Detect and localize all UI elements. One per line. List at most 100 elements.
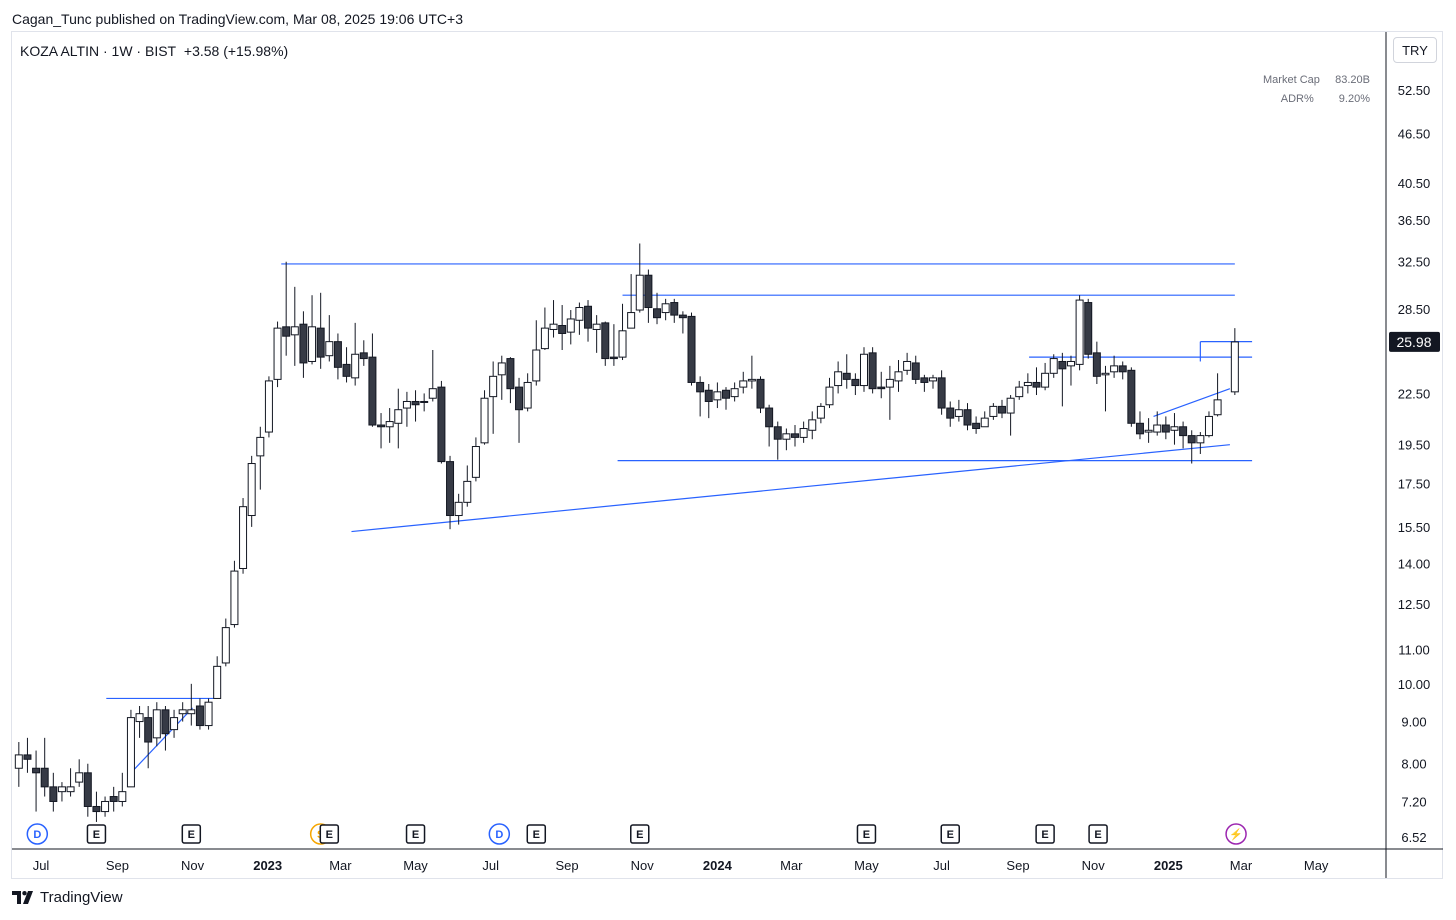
time-tick-label: Sep: [106, 858, 129, 873]
candle-body: [532, 349, 541, 382]
candle-down: [997, 399, 1006, 419]
candle-body: [411, 400, 420, 406]
candle-down: [161, 705, 170, 751]
candle-body: [877, 386, 886, 390]
price-tick-label: 14.00: [1398, 556, 1431, 571]
candle-body: [428, 388, 437, 399]
stats-panel: Market Cap 83.20B ADR% 9.20%: [1263, 71, 1370, 109]
candle-down: [1118, 361, 1127, 380]
candle-up: [213, 656, 222, 699]
last-price-label: 25.98: [1396, 334, 1431, 350]
candles-layer: [14, 243, 1239, 822]
candle-up: [1006, 395, 1015, 436]
event-box: [405, 824, 426, 844]
price-tick-label: 10.00: [1398, 677, 1431, 692]
candle-down: [32, 750, 41, 812]
candle-up: [627, 274, 636, 329]
candle-body: [49, 786, 58, 802]
candle-body: [161, 709, 170, 735]
candle-body: [333, 341, 342, 368]
candle-body: [756, 378, 765, 409]
candle-down: [937, 370, 946, 415]
event-marker-earnings: E: [181, 824, 202, 844]
candle-up: [566, 310, 575, 345]
candle-up: [325, 315, 334, 362]
candle-body: [1041, 372, 1050, 388]
event-marker-news: ⚡: [1225, 823, 1247, 845]
candle-up: [549, 300, 558, 338]
time-axis[interactable]: Jul Sep Nov 2023 Mar May Jul Sep Nov 2024 Mar May Ju…: [33, 858, 1329, 873]
candle-body: [1084, 302, 1093, 355]
candle-body: [1049, 358, 1058, 374]
candle-body: [739, 380, 748, 388]
candle-body: [135, 713, 144, 723]
candle-body: [221, 627, 230, 664]
candle-body: [1006, 397, 1015, 414]
candle-body: [963, 409, 972, 426]
candle-body: [1032, 381, 1041, 388]
candle-body: [1075, 299, 1084, 365]
candle-body: [273, 327, 282, 380]
candle-down: [446, 455, 455, 530]
candle-up: [126, 709, 135, 788]
candle-up: [308, 295, 317, 365]
candle-down: [359, 340, 368, 366]
candle-body: [66, 786, 75, 793]
event-marker-earnings: E: [940, 824, 960, 844]
currency-button[interactable]: TRY: [1393, 37, 1437, 63]
price-tick-label: 7.20: [1401, 794, 1426, 809]
brand-name: TradingView: [40, 889, 123, 906]
candle-body: [928, 377, 937, 382]
candle-down: [722, 387, 731, 410]
candle-down: [92, 791, 101, 822]
candle-up: [75, 759, 84, 787]
candle-up: [480, 390, 489, 445]
candle-body: [627, 312, 636, 329]
candle-body: [868, 352, 877, 390]
price-tick-label: 46.50: [1398, 126, 1431, 141]
candle-body: [402, 400, 411, 409]
candle-body: [894, 371, 903, 382]
candle-up: [14, 742, 23, 787]
candle-body: [1110, 365, 1119, 373]
candle-body: [75, 772, 84, 783]
price-axis[interactable]: 52.50 46.50 40.50 36.50 32.50 28.50 22.50 19.50…: [1398, 83, 1431, 845]
symbol-legend: KOZA ALTIN · 1W · BIST +3.58 (+15.98%): [20, 43, 288, 59]
candle-body: [972, 422, 981, 430]
candle-up: [178, 702, 187, 722]
candle-body: [515, 386, 524, 411]
candle-up: [420, 393, 429, 412]
candle-body: [23, 754, 32, 760]
event-label: E: [326, 829, 333, 841]
market-cap-value: 83.20B: [1335, 74, 1370, 86]
candle-body: [394, 409, 403, 424]
candle-down: [911, 355, 920, 385]
time-tick-label: 2024: [703, 858, 733, 873]
candle-down: [877, 371, 886, 399]
candle-up: [273, 321, 282, 388]
event-label: E: [93, 829, 100, 841]
candle-body: [316, 327, 325, 358]
candle-up: [1066, 355, 1075, 386]
candle-down: [368, 333, 377, 427]
price-tick-label: 12.50: [1398, 597, 1431, 612]
time-tick-label: Jul: [933, 858, 950, 873]
candle-body: [791, 433, 800, 438]
candle-up: [135, 705, 144, 738]
event-box: [526, 824, 547, 844]
candle-down: [868, 347, 877, 394]
candle-up: [1230, 328, 1239, 396]
trendline-drawings[interactable]: [106, 263, 1253, 774]
tradingview-brand[interactable]: TradingView: [12, 889, 123, 906]
candle-body: [799, 428, 808, 438]
event-label: E: [1041, 829, 1048, 841]
candle-up: [1049, 354, 1058, 378]
candle-body: [308, 326, 317, 362]
candle-body: [575, 307, 584, 321]
events-layer[interactable]: DEESEEDEEEEEE⚡: [26, 823, 1247, 845]
candle-up: [471, 437, 480, 482]
event-circle: [26, 823, 49, 845]
price-tick-label: 36.50: [1398, 213, 1431, 228]
candle-body: [1179, 426, 1188, 437]
